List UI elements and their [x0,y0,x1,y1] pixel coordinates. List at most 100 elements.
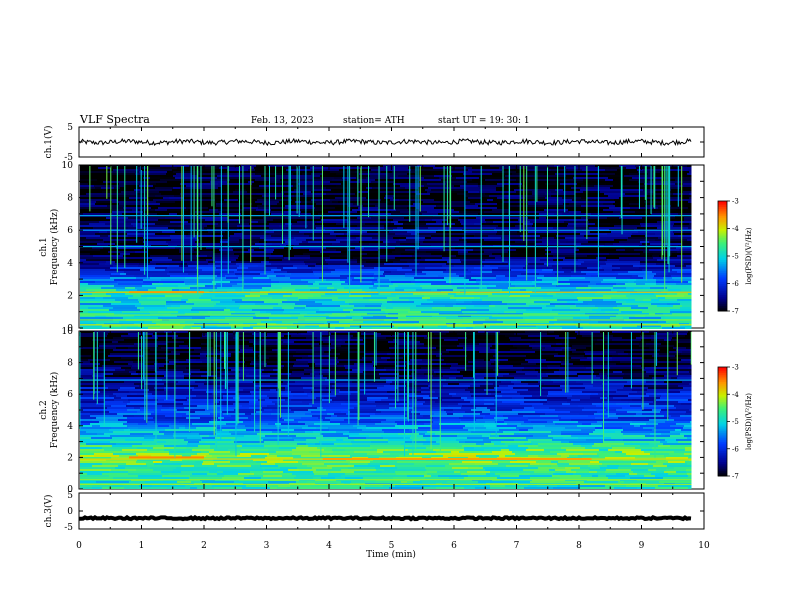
spectrogram-cell [300,327,335,329]
spectrogram-cell [463,225,498,227]
spectrogram-cell [328,285,338,287]
spectrogram-cell [501,237,510,239]
spectrogram-cell [400,243,420,245]
spectrogram-cell [93,255,123,257]
spectrogram-cell [192,307,226,309]
spectrogram-cell [330,419,344,421]
spectrogram-cell [227,181,248,183]
spectrogram-cell [164,389,192,391]
spectrogram-cell [143,363,154,365]
spectrogram-cell [127,421,148,423]
spectrogram-cell [404,441,436,443]
spectrogram-cell [281,415,312,417]
spectrogram-cell [501,441,531,443]
spectrogram-cell [80,175,97,177]
spectrogram-cell [380,465,395,467]
spectrogram-cell [647,389,679,391]
spectrogram-cell [602,425,634,427]
spectrogram-cell [656,273,668,275]
spectrogram-cell [350,311,362,313]
spectrogram-cell [459,217,476,219]
spectrogram-cell [202,351,236,353]
spectrogram-cell [474,305,489,307]
spectrogram-cell [104,351,134,353]
spectrogram-cell [214,415,231,417]
spectrogram-cell [174,357,182,359]
spectrogram-cell [394,325,400,327]
spectrogram-cell [634,425,640,427]
spectrogram-cell [508,417,528,419]
spectrogram-cell [202,463,214,465]
spectrogram-cell [547,401,567,403]
spectrogram-cell [314,423,340,425]
spectrogram-cell [683,191,692,193]
spectrogram-cell [194,235,223,237]
spectrogram-cell [516,371,538,373]
spectrogram-cell [565,427,595,429]
spectrogram-cell [192,389,214,391]
spectrogram-cell [491,441,501,443]
spectrogram-cell [299,299,332,301]
colorbar-cell [718,250,727,253]
spectrogram-cell [677,299,692,301]
spectrogram-cell [151,359,165,361]
spectrogram-cell [151,455,182,457]
spectrogram-cell [90,413,117,415]
spectrogram-cell [641,449,652,451]
spectrogram-cell [390,357,403,359]
spectrogram-cell [517,253,545,255]
spectrogram-cell [568,195,580,197]
spectrogram-cell [236,259,263,261]
spectrogram-cell [350,271,384,273]
spectrogram-cell [393,477,425,479]
spheric-streak [638,166,640,209]
spectrogram-cell [670,445,692,447]
spectrogram-cell [105,381,124,383]
spectrogram-cell [80,407,107,409]
spectrogram-cell [384,367,398,369]
spectrogram-cell [678,341,692,343]
spectrogram-cell [503,201,528,203]
spectrogram-cell [325,273,351,275]
spectrogram-cell [354,471,374,473]
spectrogram-cell [320,433,343,435]
colorbar-tick-label: -5 [732,253,739,261]
spectrogram-cell [425,217,459,219]
spectrogram-cell [411,373,424,375]
spectrogram-cell [623,435,645,437]
spectrogram-cell [633,453,650,455]
spectrogram-cell [456,293,465,295]
spectrogram-cell [561,455,569,457]
spectrogram-cell [581,185,594,187]
spectrogram-cell [648,387,683,389]
spectrogram-cell [217,367,229,369]
spectrogram-cell [656,295,684,297]
spectrogram-cell [466,175,476,177]
spectrogram-cell [464,301,472,303]
spectrogram-cell [302,427,316,429]
colorbar-cell [718,219,727,222]
spectrogram-cell [292,453,320,455]
spectrogram-cell [684,295,692,297]
spectrogram-cell [435,401,470,403]
spectrogram-cell [593,333,605,335]
spectrogram-cell [310,257,330,259]
spectrogram-cell [257,205,271,207]
spectrogram-cell [635,447,652,449]
spectrogram-cell [328,211,357,213]
spectrogram-cell [185,283,198,285]
spectrogram-cell [629,393,646,395]
spectrogram-cell [217,325,231,327]
spectrogram-cell [124,181,148,183]
spectrogram-cell [199,311,208,313]
spectrogram-cell [539,273,555,275]
spectrogram-cell [490,265,525,267]
spectrogram-cell [367,453,390,455]
spectrogram-cell [239,265,258,267]
spectrogram-cell [324,225,357,227]
spectrogram-cell [381,323,396,325]
spectrogram-cell [443,385,470,387]
spectrogram-cell [316,437,323,439]
spectrogram-cell [153,377,184,379]
